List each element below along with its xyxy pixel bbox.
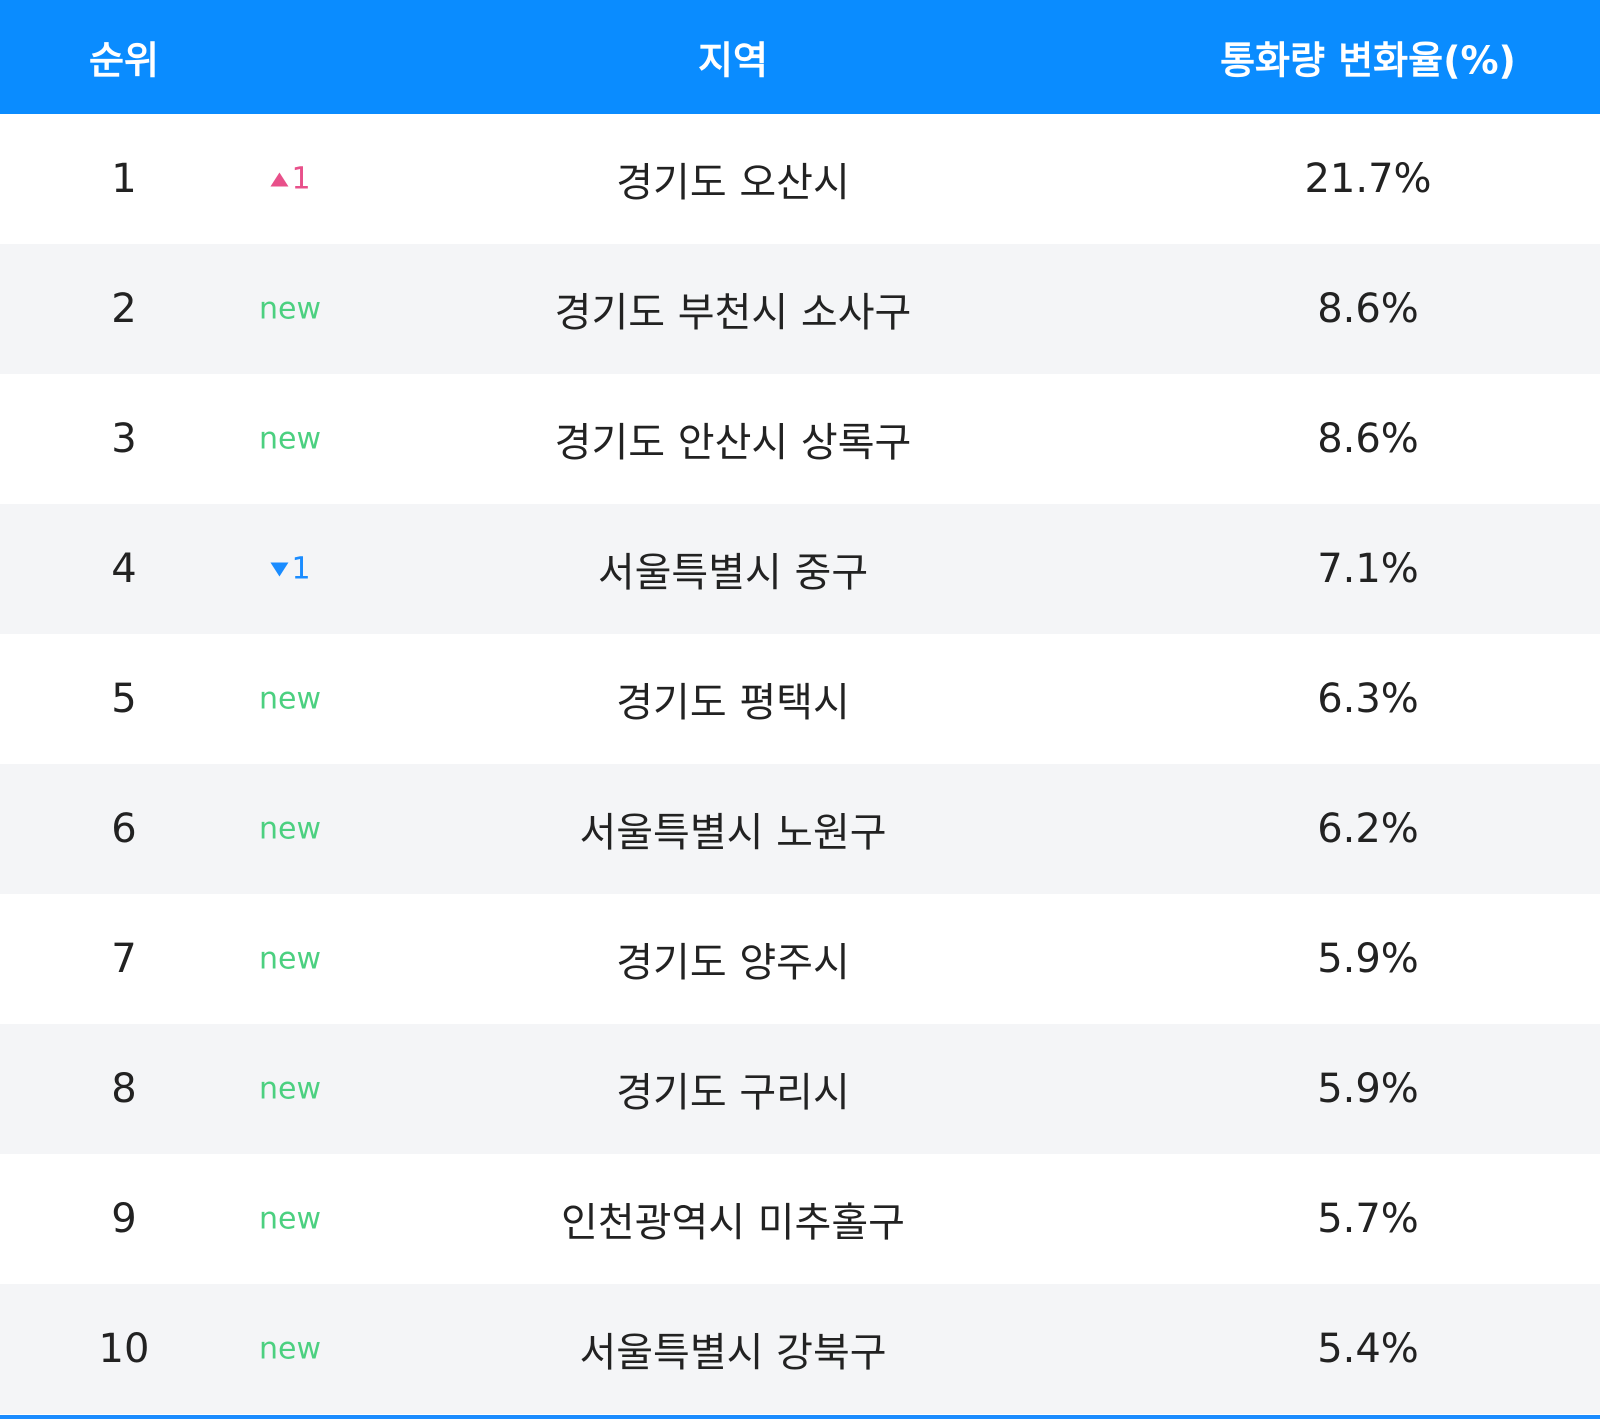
rate: 5.4%	[1317, 1326, 1419, 1372]
change-new: new	[258, 681, 322, 717]
rank: 1	[111, 156, 137, 202]
rank: 10	[98, 1326, 150, 1372]
rate: 5.9%	[1317, 1066, 1419, 1112]
table-row: 5 new 경기도 평택시 6.3%	[0, 634, 1600, 764]
rank: 5	[111, 676, 137, 722]
table-row: 4 1 서울특별시 중구 7.1%	[0, 504, 1600, 634]
rate: 8.6%	[1317, 286, 1419, 332]
region: 서울특별시 중구	[597, 550, 869, 596]
change-new: new	[258, 421, 322, 457]
rate: 5.9%	[1317, 936, 1419, 982]
change-arrow	[270, 172, 289, 186]
region: 서울특별시 노원구	[579, 810, 887, 856]
bottom-border	[0, 1415, 1600, 1419]
change-amount: 1	[291, 161, 311, 197]
rank-change: 1	[269, 161, 311, 197]
change-new: new	[258, 291, 322, 327]
region: 인천광역시 미추홀구	[561, 1200, 905, 1246]
rate: 5.7%	[1317, 1196, 1419, 1242]
table-row: 3 new 경기도 안산시 상록구 8.6%	[0, 374, 1600, 504]
region: 서울특별시 강북구	[579, 1330, 887, 1376]
rate: 7.1%	[1317, 546, 1419, 592]
table-row: 7 new 경기도 양주시 5.9%	[0, 894, 1600, 1024]
rank: 4	[111, 546, 137, 592]
region: 경기도 구리시	[616, 1070, 850, 1116]
rank: 7	[111, 936, 137, 982]
change-new: new	[258, 1071, 322, 1107]
table-row: 6 new 서울특별시 노원구 6.2%	[0, 764, 1600, 894]
region: 경기도 평택시	[616, 680, 850, 726]
rank: 8	[111, 1066, 137, 1112]
arrow-shape	[270, 172, 289, 186]
change-arrow	[270, 562, 289, 576]
rank: 3	[111, 416, 137, 462]
table-row: 2 new 경기도 부천시 소사구 8.6%	[0, 244, 1600, 374]
region: 경기도 안산시 상록구	[554, 420, 912, 466]
rank-change: 1	[269, 551, 311, 587]
region: 경기도 오산시	[616, 160, 850, 206]
rate: 8.6%	[1317, 416, 1419, 462]
rank: 6	[111, 806, 137, 852]
change-new: new	[258, 1201, 322, 1237]
change-new: new	[258, 941, 322, 977]
arrow-shape	[270, 562, 289, 576]
rate: 21.7%	[1304, 156, 1432, 202]
region: 경기도 양주시	[616, 940, 850, 986]
table-row: 10 new 서울특별시 강북구 5.4%	[0, 1284, 1600, 1414]
rate: 6.2%	[1317, 806, 1419, 852]
change-new: new	[258, 811, 322, 847]
table-row: 9 new 인천광역시 미추홀구 5.7%	[0, 1154, 1600, 1284]
header-cell: 통화량 변화율(%)	[1220, 38, 1516, 83]
change-new: new	[258, 1331, 322, 1367]
table-row: 1 1 경기도 오산시 21.7%	[0, 114, 1600, 244]
rate: 6.3%	[1317, 676, 1419, 722]
region: 경기도 부천시 소사구	[554, 290, 912, 336]
header-cell: 순위	[89, 38, 159, 83]
change-amount: 1	[291, 551, 311, 587]
rank: 2	[111, 286, 137, 332]
header-cell: 지역	[698, 38, 768, 83]
table-row: 8 new 경기도 구리시 5.9%	[0, 1024, 1600, 1154]
table-header: 순위 지역 통화량 변화율(%)	[0, 0, 1600, 114]
rank: 9	[111, 1196, 137, 1242]
